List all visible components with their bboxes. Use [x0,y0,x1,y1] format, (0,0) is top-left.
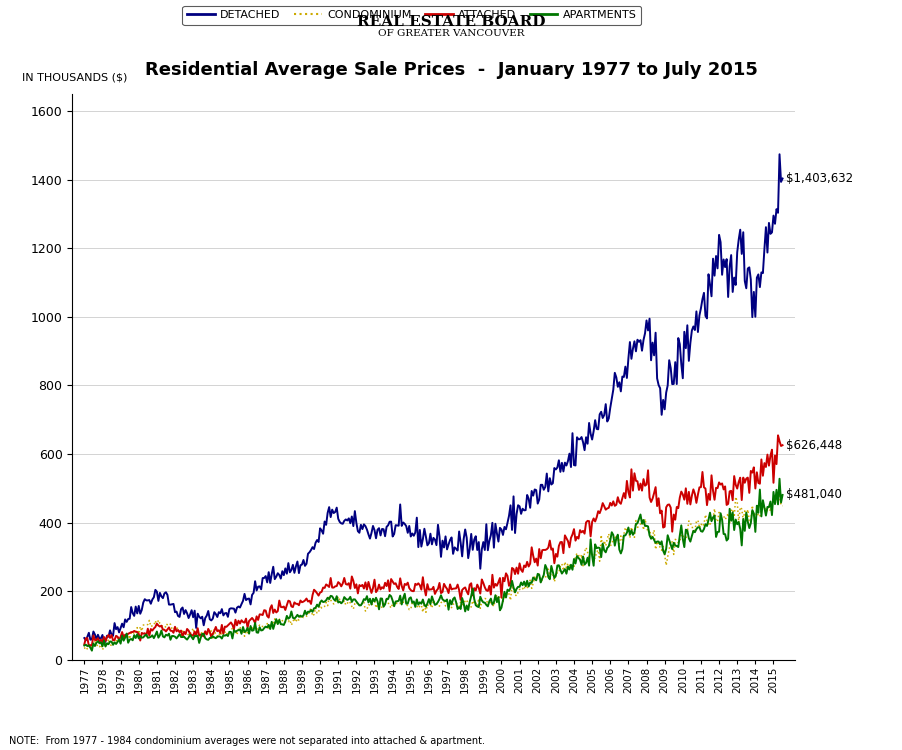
Text: NOTE:  From 1977 - 1984 condominium averages were not separated into attached & : NOTE: From 1977 - 1984 condominium avera… [9,736,484,746]
Text: REAL ESTATE BOARD: REAL ESTATE BOARD [357,14,545,28]
Text: $626,448: $626,448 [785,439,841,452]
Text: OF GREATER VANCOUVER: OF GREATER VANCOUVER [378,28,524,38]
Text: $1,403,632: $1,403,632 [785,172,851,185]
Text: Residential Average Sale Prices  -  January 1977 to July 2015: Residential Average Sale Prices - Januar… [145,61,757,79]
Legend: DETACHED, CONDOMINIUM, ATTACHED, APARTMENTS: DETACHED, CONDOMINIUM, ATTACHED, APARTME… [182,6,640,25]
Text: IN THOUSANDS ($): IN THOUSANDS ($) [22,73,127,82]
Text: $481,040: $481,040 [785,488,841,502]
